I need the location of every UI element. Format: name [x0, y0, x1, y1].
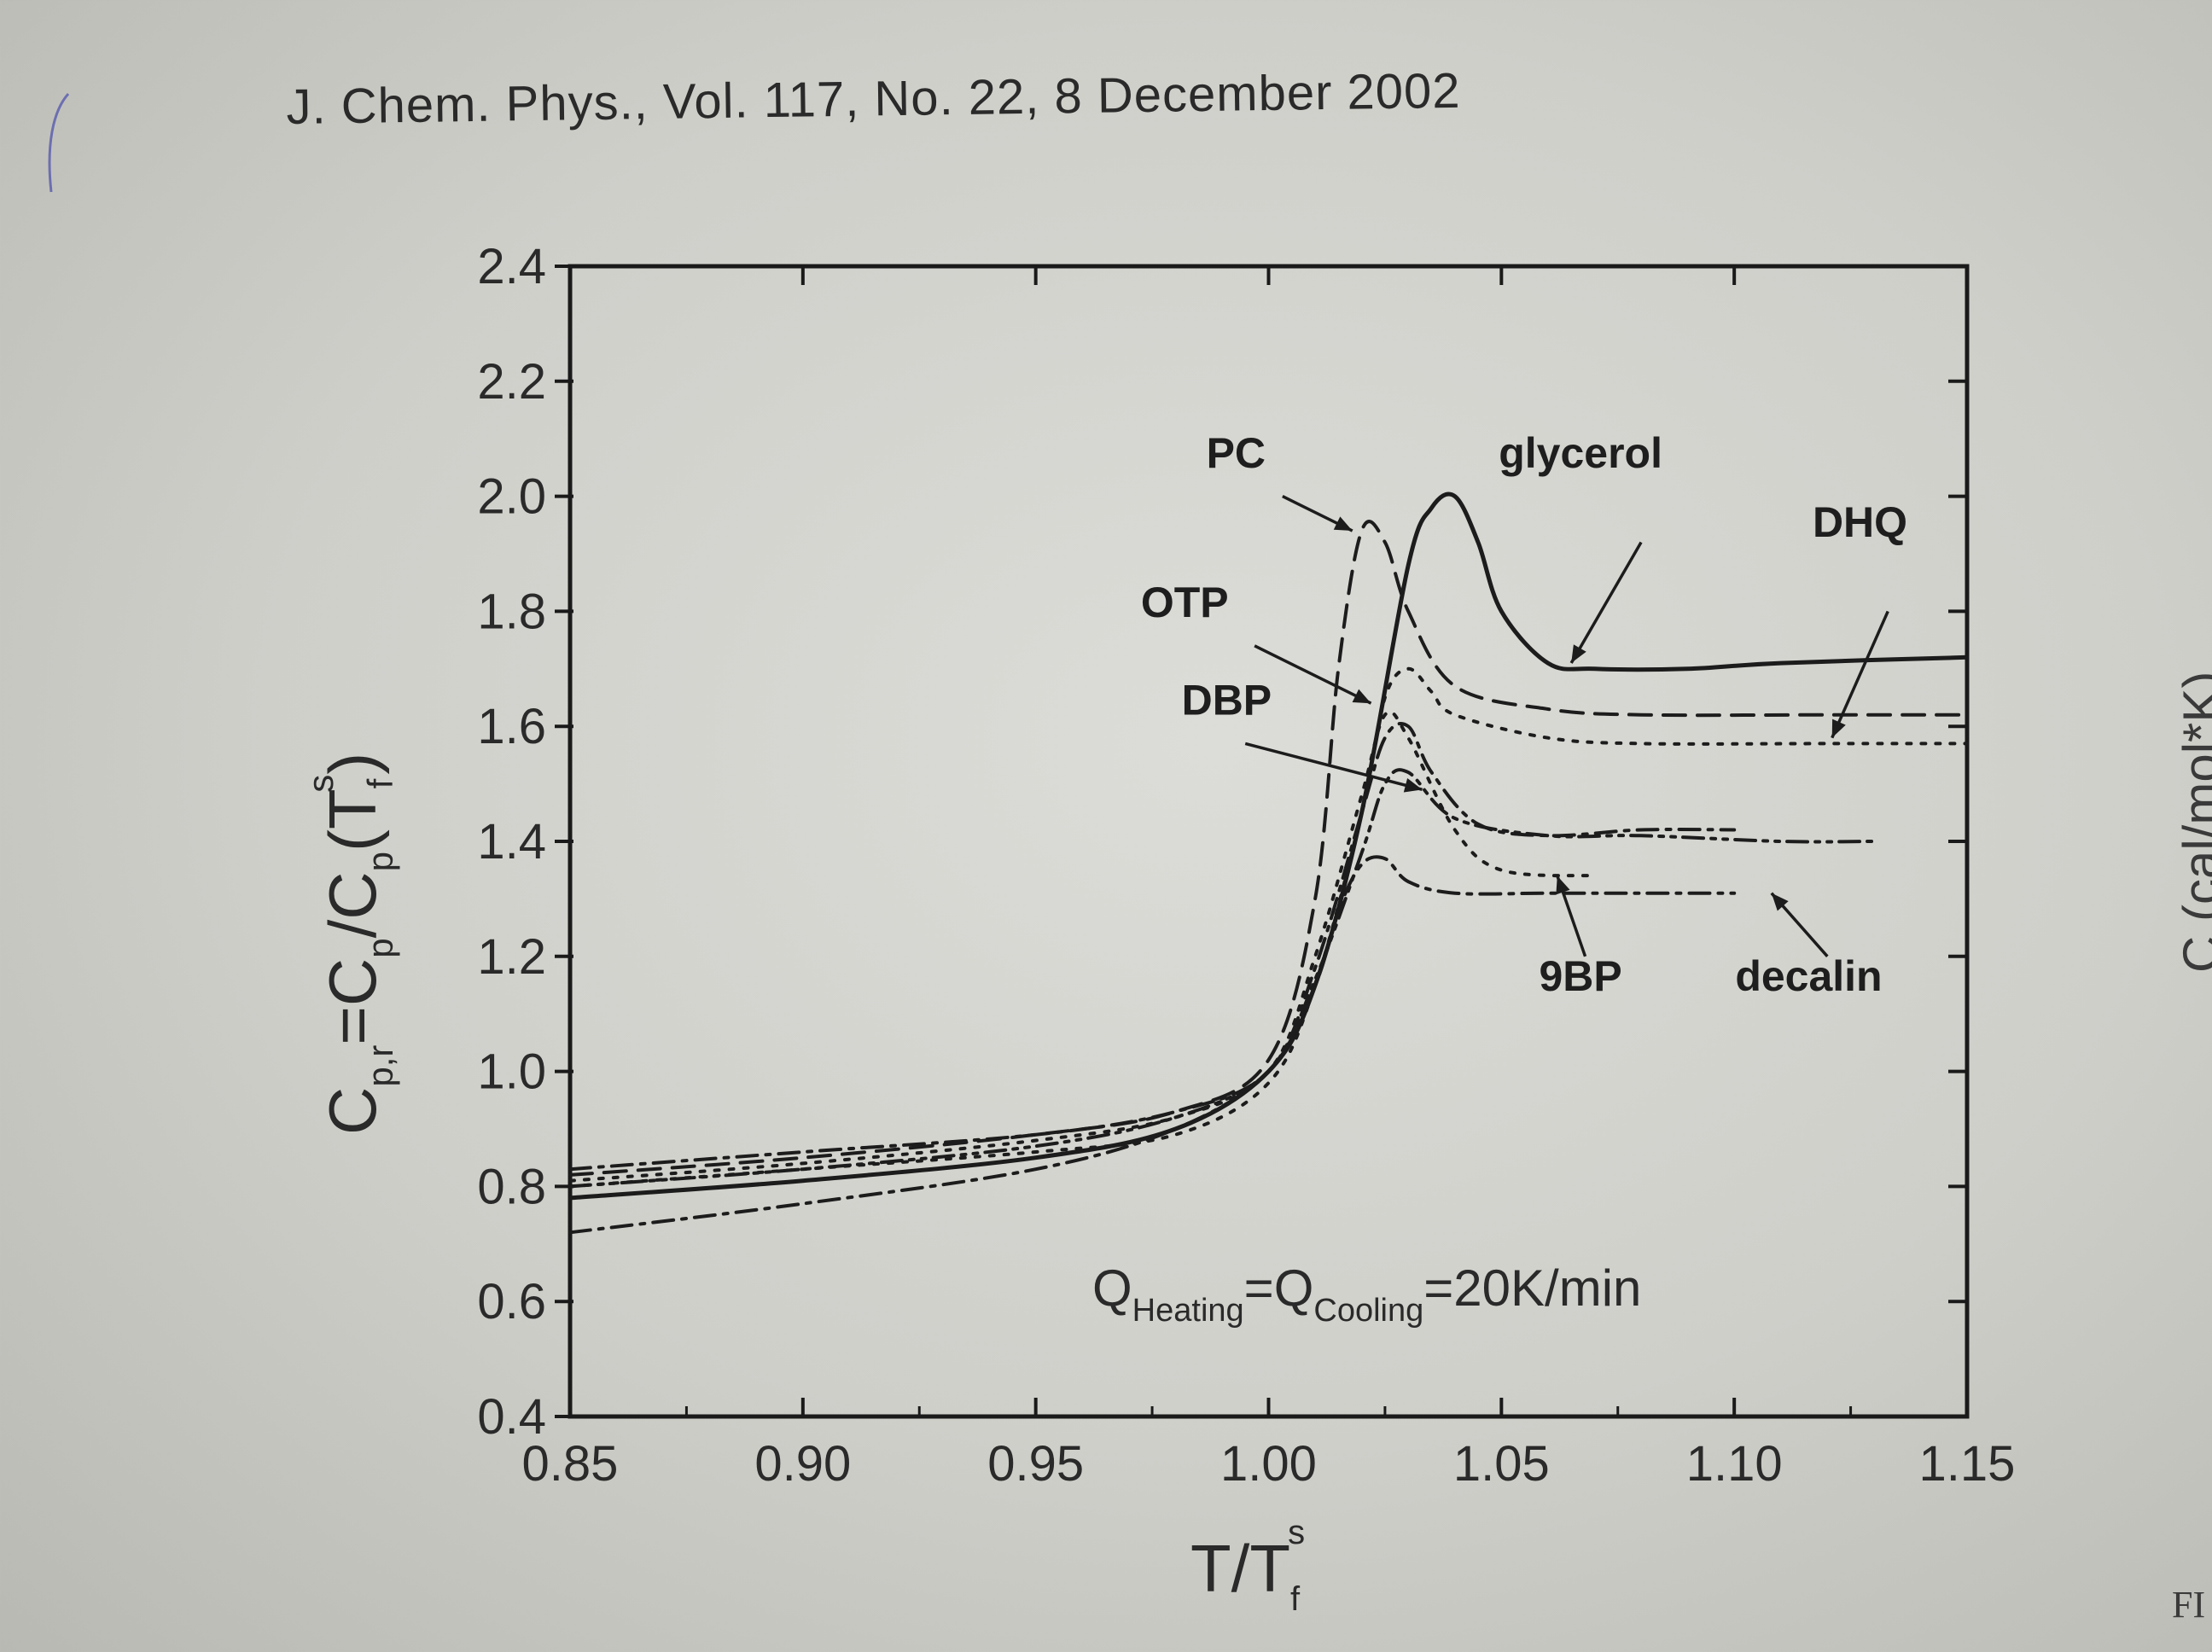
pen-mark-stroke	[48, 92, 70, 193]
series-line-DHQ	[568, 666, 1969, 1189]
y-axis-title-sup: s	[300, 775, 341, 793]
series-line-OTP	[568, 710, 1597, 1183]
series-line-9BP	[568, 768, 1876, 1189]
y-axis-title-sub2: p	[360, 938, 400, 957]
annotation-sub-cooling: Cooling	[1313, 1293, 1423, 1329]
y-axis-title-sub1: p,r	[360, 1045, 400, 1087]
label-arrowhead-OTP	[1352, 689, 1371, 704]
axis-ticks: 0.85 0.90 0.95 1.00 1.05 1.10 1.15 0.4 0.6 0.8 1.0…	[477, 239, 2015, 1492]
label-arrow-glycerol	[1569, 541, 1643, 664]
label-arrowhead-9BP	[1556, 875, 1570, 895]
y-tick-label-10: 2.4	[477, 239, 546, 294]
y-axis-title-sub3: p	[360, 852, 400, 871]
y-tick-label-1: 0.6	[477, 1274, 546, 1329]
series-label-DBP: DBP	[1182, 677, 1272, 724]
x-axis-title: T/Tfs	[1190, 1514, 1305, 1618]
x-tick-label-5: 1.10	[1686, 1436, 1783, 1492]
y-tick-label-6: 1.6	[477, 699, 546, 754]
label-arrowhead-decalin	[1771, 893, 1789, 911]
x-tick-label-1: 0.90	[754, 1436, 851, 1492]
y-tick-label-7: 1.8	[477, 584, 546, 639]
series-label-PC: PC	[1207, 429, 1266, 477]
series-label-OTP: OTP	[1141, 579, 1229, 626]
y-tick-label-4: 1.2	[477, 929, 546, 985]
annotation-eq2: =20K/min	[1423, 1259, 1641, 1317]
series-line-DBP	[568, 722, 1737, 1172]
label-arrowhead-glycerol	[1571, 644, 1586, 664]
plot-border	[568, 264, 1970, 1419]
series-label-decalin: decalin	[1735, 952, 1882, 1000]
label-arrow-OTP	[1254, 644, 1372, 705]
annotation-sub-heating: Heating	[1132, 1293, 1244, 1329]
label-arrow-DHQ	[1831, 610, 1889, 739]
plot-frame	[568, 264, 1970, 1419]
x-tick-label-3: 1.00	[1220, 1436, 1317, 1492]
label-arrow-DBP	[1244, 742, 1423, 792]
label-arrowhead-DHQ	[1831, 718, 1846, 738]
x-tick-label-0: 0.85	[522, 1436, 619, 1492]
y-axis-title: Cp,r=Cp/Cp(Tfs)	[300, 753, 400, 1135]
annotation-q1: Q	[1092, 1259, 1132, 1317]
y-tick-label-3: 1.0	[477, 1044, 546, 1100]
series-line-decalin	[568, 855, 1737, 1235]
x-tick-label-4: 1.05	[1453, 1436, 1550, 1492]
x-tick-label-6: 1.15	[1919, 1436, 2016, 1492]
y-axis-title-c: C	[315, 1087, 390, 1135]
x-axis-title-main: T/T	[1190, 1531, 1290, 1606]
series-line-glycerol	[568, 492, 1970, 1201]
x-axis-title-sub: f	[1290, 1580, 1301, 1618]
series-label-glycerol: glycerol	[1499, 429, 1662, 477]
y-tick-label-9: 2.2	[477, 354, 546, 410]
y-tick-label-5: 1.4	[477, 814, 546, 870]
label-arrowhead-PC	[1333, 516, 1353, 532]
rate-annotation: QHeating=QCooling=20K/min	[1092, 1259, 1641, 1329]
y-axis-title-mid: =C	[315, 958, 390, 1045]
y-tick-label-0: 0.4	[477, 1389, 546, 1445]
series-line-PC	[568, 520, 1969, 1177]
y-axis-title-sub4: f	[360, 778, 400, 788]
x-axis-title-sup: s	[1288, 1514, 1305, 1551]
y-tick-label-2: 0.8	[477, 1159, 546, 1214]
series-labels: PC glycerol DHQ OTP DBP 9BP decalin	[1141, 429, 1907, 1000]
facing-page-axis-label: C (cal/mol*K)	[2173, 671, 2212, 973]
y-axis-title-tail: (T	[315, 788, 390, 852]
x-tick-label-2: 0.95	[987, 1436, 1084, 1492]
y-axis-title-close: )	[315, 753, 390, 775]
y-tick-label-8: 2.0	[477, 469, 546, 525]
label-arrowhead-DBP	[1403, 777, 1423, 793]
series-label-DHQ: DHQ	[1813, 498, 1907, 546]
y-axis-title-mid2: /C	[315, 871, 390, 938]
series-lines	[568, 492, 1970, 1235]
series-label-9BP: 9BP	[1539, 952, 1621, 1000]
facing-page-corner-text: FI	[2172, 1584, 2206, 1626]
annotation-eq1: =Q	[1244, 1259, 1314, 1317]
